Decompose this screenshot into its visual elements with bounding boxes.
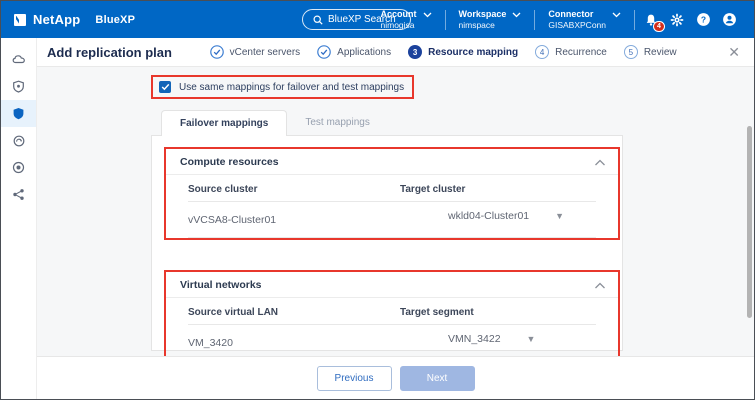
wizard-content: Use same mappings for failover and test … bbox=[37, 67, 754, 356]
mobility-cloud-icon bbox=[13, 135, 24, 146]
health-shield-icon bbox=[13, 80, 24, 93]
mappings-card: Compute resources Source cluster Target … bbox=[151, 135, 623, 356]
account-label: Account bbox=[380, 8, 417, 19]
step-resource-mapping[interactable]: 3 Resource mapping bbox=[408, 45, 518, 59]
step-number: 3 bbox=[408, 45, 423, 59]
tab-failover-mappings[interactable]: Failover mappings bbox=[161, 110, 288, 136]
connector-menu[interactable]: Connector GISABXPConn bbox=[538, 9, 631, 31]
settings-button[interactable] bbox=[664, 7, 690, 33]
brand-name: NetApp bbox=[33, 12, 81, 27]
mappings-tabs: Failover mappings Test mappings bbox=[161, 110, 754, 136]
workspace-value: nimspace bbox=[458, 19, 495, 30]
left-nav bbox=[1, 38, 37, 399]
account-value: nimogisa bbox=[380, 19, 415, 30]
step-label: Applications bbox=[337, 46, 392, 58]
step-number: 5 bbox=[623, 45, 638, 59]
wizard-stepper: vCenter servers Applications 3 Resource … bbox=[172, 45, 714, 59]
nav-storage[interactable] bbox=[1, 46, 36, 73]
chevron-down-icon bbox=[612, 12, 621, 17]
target-segment-value: VMN_3422 bbox=[448, 333, 501, 345]
gear-icon bbox=[670, 13, 684, 26]
source-cluster-header: Source cluster bbox=[188, 184, 258, 195]
notification-badge: 4 bbox=[653, 20, 665, 32]
step-number: 4 bbox=[535, 45, 550, 59]
storage-icon bbox=[12, 54, 25, 63]
brand: NetApp BlueXP bbox=[1, 12, 135, 27]
bluexp-search-button[interactable]: BlueXP Search bbox=[302, 9, 411, 30]
source-vlan-header: Source virtual LAN bbox=[188, 307, 279, 318]
chevron-up-icon[interactable] bbox=[594, 282, 606, 289]
workspace-menu[interactable]: Workspace nimspace bbox=[449, 9, 532, 31]
help-button[interactable]: ? bbox=[690, 7, 716, 33]
step-vcenter-servers[interactable]: vCenter servers bbox=[209, 45, 301, 59]
divider bbox=[444, 9, 446, 30]
workspace-label: Workspace bbox=[458, 8, 507, 19]
same-mappings-checkbox[interactable] bbox=[159, 81, 171, 93]
same-mappings-label: Use same mappings for failover and test … bbox=[179, 81, 405, 93]
virtual-networks-section: Virtual networks Source virtual LAN Targ… bbox=[164, 270, 620, 356]
step-label: Resource mapping bbox=[428, 46, 519, 58]
check-icon bbox=[161, 83, 169, 91]
dropdown-caret-icon: ▼ bbox=[526, 333, 536, 344]
topbar-right: Account nimogisa Workspace nimspace Conn… bbox=[371, 7, 755, 33]
source-vlan-value: VM_3420 bbox=[188, 337, 233, 349]
governance-target-icon bbox=[12, 161, 25, 174]
share-nodes-icon bbox=[13, 189, 24, 200]
target-segment-dropdown[interactable]: VMN_3422 ▼ bbox=[392, 333, 618, 345]
source-cluster-value: vVCSA8-Cluster01 bbox=[188, 214, 277, 226]
tab-test-mappings[interactable]: Test mappings bbox=[305, 117, 370, 128]
target-cluster-value: wkld04-Cluster01 bbox=[448, 210, 530, 222]
scrollbar-thumb[interactable] bbox=[747, 126, 752, 318]
search-icon bbox=[313, 14, 323, 25]
step-label: Recurrence bbox=[555, 46, 607, 58]
connector-value: GISABXPConn bbox=[548, 19, 606, 30]
protection-shield-icon bbox=[13, 108, 24, 120]
dropdown-caret-icon: ▼ bbox=[555, 210, 565, 221]
step-applications[interactable]: Applications bbox=[317, 45, 391, 59]
step-done-check-icon bbox=[317, 45, 331, 59]
target-cluster-dropdown[interactable]: wkld04-Cluster01 ▼ bbox=[392, 210, 618, 222]
user-menu-button[interactable] bbox=[716, 7, 742, 33]
svg-text:?: ? bbox=[700, 14, 705, 24]
step-label: vCenter servers bbox=[229, 46, 301, 58]
step-review[interactable]: 5 Review bbox=[623, 45, 677, 59]
notifications-button[interactable]: 4 bbox=[638, 7, 665, 33]
step-label: Review bbox=[643, 46, 677, 58]
bell-icon bbox=[646, 14, 656, 26]
page-title: Add replication plan bbox=[47, 44, 172, 60]
product-name: BlueXP bbox=[95, 13, 136, 26]
section-title: Virtual networks bbox=[180, 279, 262, 291]
netapp-logo-icon bbox=[14, 13, 26, 26]
nav-health[interactable] bbox=[1, 73, 36, 100]
compute-resources-section: Compute resources Source cluster Target … bbox=[164, 147, 620, 240]
divider bbox=[534, 9, 536, 30]
target-cluster-header: Target cluster bbox=[400, 184, 466, 195]
target-segment-header: Target segment bbox=[400, 307, 474, 318]
connector-label: Connector bbox=[548, 8, 594, 19]
account-menu[interactable]: Account nimogisa bbox=[371, 9, 442, 31]
wizard-header: Add replication plan vCenter servers App… bbox=[37, 38, 754, 67]
section-title: Compute resources bbox=[180, 156, 279, 168]
chevron-up-icon[interactable] bbox=[594, 159, 606, 166]
same-mappings-row: Use same mappings for failover and test … bbox=[151, 75, 415, 99]
user-icon bbox=[722, 13, 736, 26]
chevron-down-icon bbox=[512, 12, 521, 17]
search-label: BlueXP Search bbox=[328, 14, 396, 25]
close-icon[interactable]: ✕ bbox=[728, 44, 740, 60]
step-recurrence[interactable]: 4 Recurrence bbox=[535, 45, 607, 59]
chevron-down-icon bbox=[423, 12, 431, 17]
step-done-check-icon bbox=[209, 45, 224, 59]
previous-button[interactable]: Previous bbox=[316, 365, 392, 391]
nav-protection[interactable] bbox=[1, 100, 36, 127]
nav-share[interactable] bbox=[1, 181, 36, 208]
next-button[interactable]: Next bbox=[399, 365, 475, 391]
help-icon: ? bbox=[696, 13, 710, 26]
wizard-footer: Previous Next bbox=[37, 356, 754, 399]
nav-mobility[interactable] bbox=[1, 127, 36, 154]
divider bbox=[634, 9, 635, 30]
top-bar: NetApp BlueXP BlueXP Search Account nimo… bbox=[1, 1, 754, 38]
nav-governance[interactable] bbox=[1, 154, 36, 181]
